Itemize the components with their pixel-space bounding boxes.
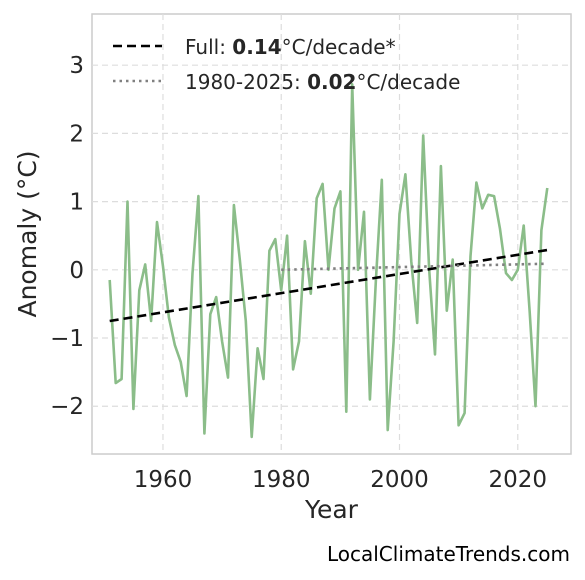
legend-entry-full: Full: 0.14°C/decade*	[185, 35, 396, 59]
x-tick-label: 2000	[370, 467, 429, 493]
x-tick-label: 1960	[134, 467, 193, 493]
y-tick-label: −2	[50, 394, 84, 420]
x-axis-title: Year	[304, 495, 359, 524]
y-tick-label: 0	[69, 258, 84, 284]
y-tick-labels: −2 −1 0 1 2 3	[50, 53, 84, 420]
y-tick-label: 2	[69, 121, 84, 147]
watermark: LocalClimateTrends.com	[327, 542, 570, 566]
x-tick-labels: 1960 1980 2000 2020	[134, 467, 547, 493]
y-tick-label: 1	[69, 190, 84, 216]
y-axis-title: Anomaly (°C)	[13, 150, 42, 317]
y-tick-label: −1	[50, 326, 84, 352]
x-tick-label: 2020	[489, 467, 548, 493]
legend-entry-recent: 1980-2025: 0.02°C/decade	[185, 70, 460, 94]
x-tick-label: 1980	[252, 467, 311, 493]
y-tick-label: 3	[69, 53, 84, 79]
